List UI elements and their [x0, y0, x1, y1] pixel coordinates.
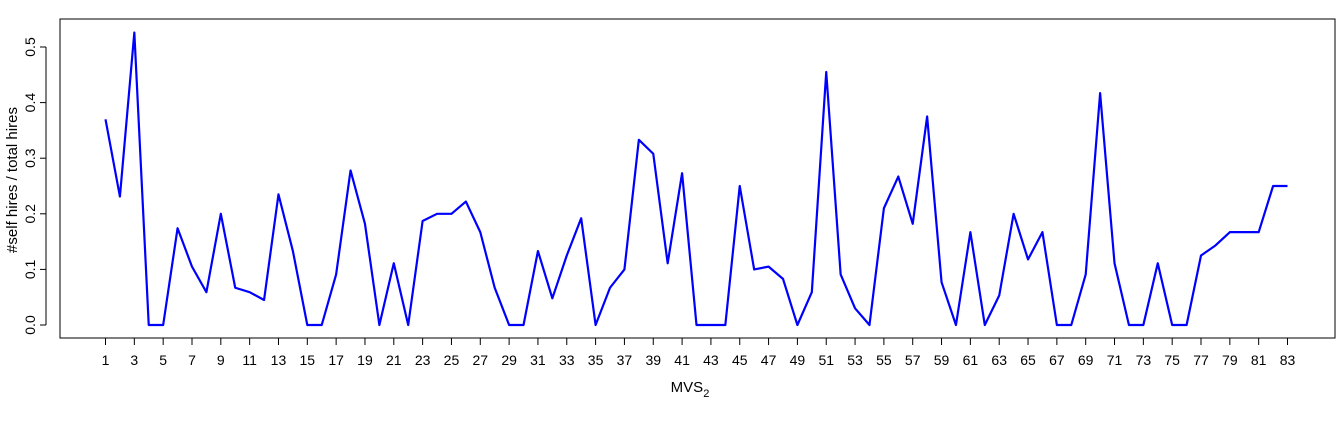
x-tick-label: 65 [1020, 352, 1036, 368]
x-tick-label: 23 [415, 352, 431, 368]
y-tick-label: 0.5 [22, 37, 38, 57]
x-tick-label: 77 [1193, 352, 1209, 368]
x-tick-label: 53 [847, 352, 863, 368]
x-tick-label: 79 [1222, 352, 1238, 368]
x-tick-label: 49 [790, 352, 806, 368]
x-tick-label: 19 [357, 352, 373, 368]
x-tick-label: 3 [130, 352, 138, 368]
x-axis-title-subscript: 2 [703, 388, 709, 400]
y-axis-title: #self hires / total hires [4, 107, 21, 253]
x-tick-label: 9 [217, 352, 225, 368]
x-tick-label: 59 [934, 352, 950, 368]
x-tick-label: 75 [1164, 352, 1180, 368]
x-tick-label: 37 [617, 352, 633, 368]
x-tick-label: 43 [703, 352, 719, 368]
x-tick-label: 29 [501, 352, 517, 368]
x-tick-label: 63 [991, 352, 1007, 368]
x-axis-title-main: MVS [671, 379, 704, 396]
x-tick-label: 7 [188, 352, 196, 368]
x-axis: 1 3 5 7 9 11 13 15 17 19 21 23 25 27 29 31 33 35 37 39 41 43 4… [102, 337, 1296, 368]
y-tick-label: 0.2 [22, 204, 38, 224]
x-tick-label: 71 [1107, 352, 1123, 368]
x-tick-label: 81 [1251, 352, 1267, 368]
x-tick-label: 69 [1078, 352, 1094, 368]
x-tick-label: 33 [559, 352, 575, 368]
x-tick-label: 67 [1049, 352, 1065, 368]
x-tick-label: 17 [328, 352, 344, 368]
x-tick-label: 21 [386, 352, 402, 368]
x-tick-label: 73 [1136, 352, 1152, 368]
x-tick-label: 55 [876, 352, 892, 368]
x-tick-label: 1 [102, 352, 110, 368]
x-tick-label: 51 [818, 352, 834, 368]
series-line [104, 31, 1288, 327]
x-tick-label: 39 [645, 352, 661, 368]
x-tick-label: 13 [271, 352, 287, 368]
y-tick-label: 0.1 [22, 259, 38, 279]
x-tick-label: 57 [905, 352, 921, 368]
x-tick-label: 5 [159, 352, 167, 368]
x-tick-label: 83 [1280, 352, 1296, 368]
x-tick-label: 27 [472, 352, 488, 368]
x-tick-label: 25 [444, 352, 460, 368]
x-tick-label: 45 [732, 352, 748, 368]
x-tick-label: 35 [588, 352, 604, 368]
x-tick-label: 47 [761, 352, 777, 368]
y-tick-label: 0.0 [22, 315, 38, 335]
x-tick-label: 61 [963, 352, 979, 368]
y-axis: 0.0 0.1 0.2 0.3 0.4 0.5 [22, 37, 47, 335]
y-tick-label: 0.4 [22, 93, 38, 113]
plot-frame [59, 18, 1336, 339]
y-tick-label: 0.3 [22, 148, 38, 168]
x-tick-label: 11 [242, 352, 257, 368]
x-tick-label: 41 [674, 352, 690, 368]
x-axis-title: MVS2 [671, 379, 710, 400]
x-tick-label: 15 [300, 352, 316, 368]
x-tick-label: 31 [530, 352, 546, 368]
